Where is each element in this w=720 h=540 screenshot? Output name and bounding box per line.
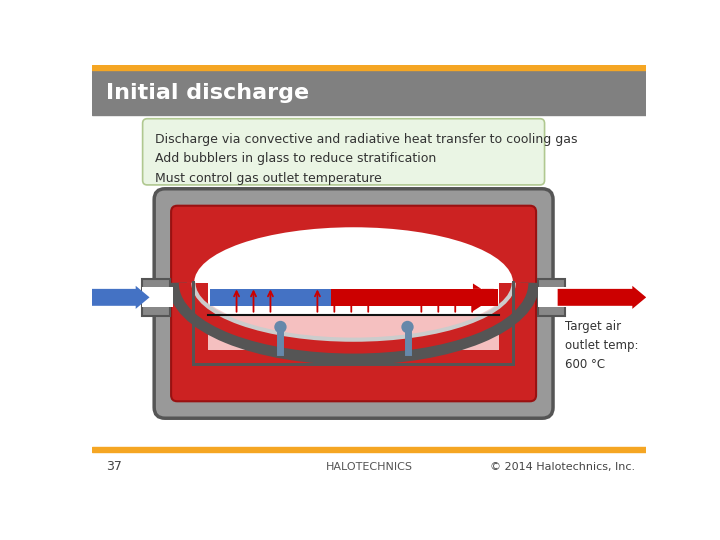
Ellipse shape: [274, 321, 287, 333]
Bar: [210, 289, 330, 306]
Bar: [142, 287, 173, 307]
Bar: [538, 287, 568, 307]
Text: Initial discharge: Initial discharge: [106, 83, 309, 103]
Bar: [142, 279, 170, 316]
Bar: [194, 350, 513, 365]
Bar: [92, 65, 647, 70]
FancyBboxPatch shape: [171, 206, 536, 401]
Ellipse shape: [401, 321, 414, 333]
FancyArrow shape: [473, 284, 495, 311]
Bar: [330, 289, 498, 306]
Text: Target air
outlet temp:
600 °C: Target air outlet temp: 600 °C: [565, 320, 639, 372]
FancyBboxPatch shape: [143, 119, 544, 185]
Text: Discharge via convective and radiative heat transfer to cooling gas
Add bubblers: Discharge via convective and radiative h…: [155, 132, 577, 185]
Bar: [92, 70, 647, 115]
FancyArrow shape: [92, 286, 150, 309]
Bar: [208, 315, 499, 350]
Bar: [192, 281, 195, 366]
Bar: [538, 279, 565, 316]
Bar: [512, 281, 516, 366]
Ellipse shape: [194, 227, 513, 338]
Text: © 2014 Halotechnics, Inc.: © 2014 Halotechnics, Inc.: [490, 462, 634, 472]
Bar: [92, 447, 647, 452]
Bar: [499, 283, 513, 365]
FancyArrow shape: [558, 286, 647, 309]
FancyBboxPatch shape: [154, 189, 553, 418]
Bar: [194, 283, 208, 365]
Bar: [194, 283, 513, 365]
Text: HALOTECHNICS: HALOTECHNICS: [325, 462, 413, 472]
Text: 37: 37: [106, 460, 122, 473]
Bar: [192, 363, 516, 366]
